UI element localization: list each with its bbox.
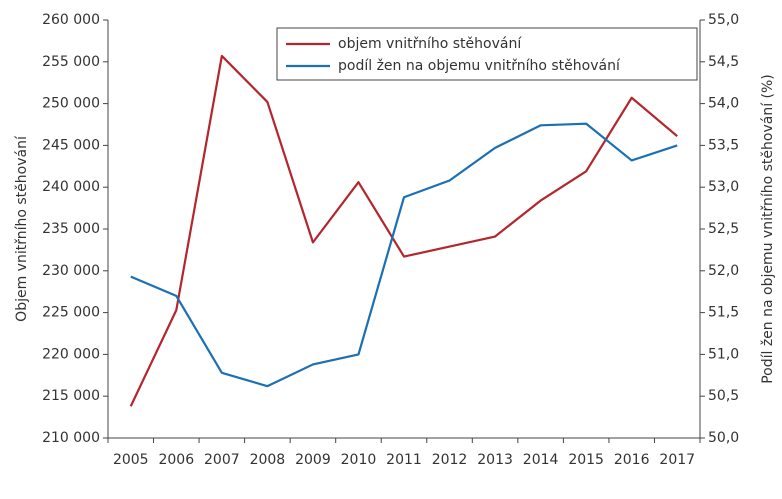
x-tick-label: 2013 [477, 452, 513, 468]
legend-label: podíl žen na objemu vnitřního stěhování [338, 58, 621, 74]
y-tick-label: 225 000 [42, 305, 100, 321]
x-tick-label: 2014 [523, 452, 559, 468]
y-tick-label: 230 000 [42, 263, 100, 279]
y2-tick-label: 53,0 [708, 179, 739, 195]
y-tick-label: 220 000 [42, 346, 100, 362]
x-tick-label: 2012 [432, 452, 468, 468]
y-tick-label: 255 000 [42, 54, 100, 70]
x-tick-label: 2006 [158, 452, 194, 468]
y-tick-label: 240 000 [42, 179, 100, 195]
series-line [129, 54, 678, 407]
y2-tick-label: 54,5 [708, 54, 739, 70]
y-tick-label: 260 000 [42, 12, 100, 28]
y2-tick-label: 50,0 [708, 430, 739, 446]
y2-axis-title: Podíl žen na objemu vnitřního stěhování … [760, 74, 776, 384]
y2-tick-label: 50,5 [708, 388, 739, 404]
y2-tick-label: 52,0 [708, 263, 739, 279]
x-tick-label: 2009 [295, 452, 331, 468]
y-tick-label: 215 000 [42, 388, 100, 404]
y-tick-label: 245 000 [42, 137, 100, 153]
y-tick-label: 250 000 [42, 96, 100, 112]
x-tick-label: 2015 [568, 452, 604, 468]
legend-label: objem vnitřního stěhování [338, 36, 522, 52]
y2-tick-label: 51,5 [708, 305, 739, 321]
y2-tick-label: 53,5 [708, 137, 739, 153]
y-tick-label: 210 000 [42, 430, 100, 446]
x-tick-label: 2010 [341, 452, 377, 468]
x-tick-label: 2007 [204, 452, 240, 468]
y-tick-label: 235 000 [42, 221, 100, 237]
y2-tick-label: 51,0 [708, 346, 739, 362]
x-tick-label: 2017 [659, 452, 695, 468]
y-axis-title: Objem vnitřního stěhování [14, 135, 30, 322]
y2-tick-label: 55,0 [708, 12, 739, 28]
y2-tick-label: 52,5 [708, 221, 739, 237]
x-tick-label: 2011 [386, 452, 422, 468]
x-tick-label: 2005 [113, 452, 149, 468]
x-tick-label: 2008 [250, 452, 286, 468]
y2-tick-label: 54,0 [708, 96, 739, 112]
legend-box [276, 27, 698, 81]
series-line [130, 122, 678, 388]
x-tick-label: 2016 [614, 452, 650, 468]
